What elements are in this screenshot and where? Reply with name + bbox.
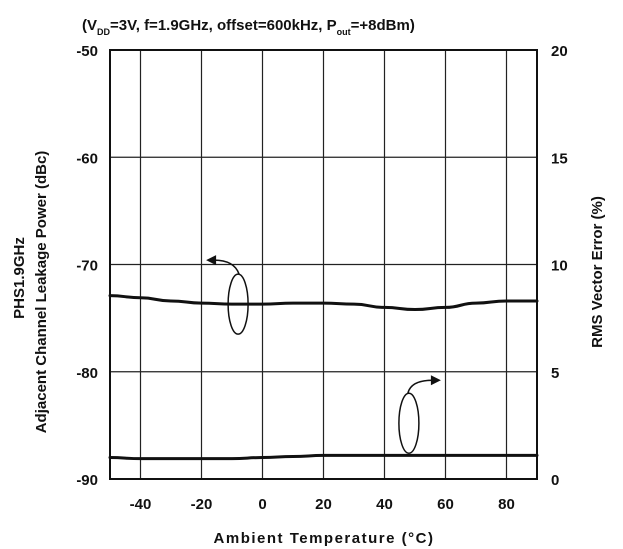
acp-axis-marker-ellipse	[227, 273, 249, 335]
annotations	[206, 255, 441, 454]
y-right-tick-label: 5	[551, 365, 559, 382]
y-left-tick-label: -60	[76, 150, 98, 167]
x-tick-label: 0	[258, 496, 266, 513]
tick-labels: -40 -20 0 20 40 60 80 -50 -60 -70 -80 -90 20 15 10 5 0	[76, 43, 567, 513]
rms-axis-arrow	[407, 379, 433, 394]
y-left-title-line2: Adjacent Channel Leakage Power (dBc)	[33, 151, 50, 434]
acp-line	[108, 294, 539, 312]
y-right-tick-label: 20	[551, 43, 568, 60]
rms-axis-arrowhead	[430, 375, 441, 386]
y-right-tick-label: 10	[551, 258, 568, 275]
rms-vector-error-line	[108, 453, 539, 461]
acp-axis-arrowhead	[206, 255, 217, 266]
y-left-tick-label: -50	[76, 43, 98, 60]
series-group	[108, 294, 539, 461]
y-right-tick-label: 15	[551, 150, 568, 167]
x-tick-label: 40	[376, 496, 393, 513]
x-tick-label: 20	[315, 496, 332, 513]
y-left-title-line1: PHS1.9GHz	[11, 237, 28, 319]
y-left-tick-label: -70	[76, 258, 98, 275]
rms-axis-marker-ellipse	[398, 392, 420, 454]
y-left-tick-label: -80	[76, 365, 98, 382]
x-axis-title: Ambient Temperature (°C)	[214, 530, 435, 547]
x-tick-label: -20	[191, 496, 213, 513]
y-right-tick-label: 0	[551, 472, 559, 489]
x-tick-label: -40	[130, 496, 152, 513]
plot-frame	[109, 49, 538, 480]
x-tick-label: 60	[437, 496, 454, 513]
conditions-title: (VDD=3V, f=1.9GHz, offset=600kHz, Pout=+…	[82, 17, 415, 37]
y-right-title: RMS Vector Error (%)	[589, 196, 606, 348]
x-tick-label: 80	[498, 496, 515, 513]
acp-axis-arrow	[214, 259, 240, 275]
grid	[110, 49, 537, 480]
y-left-tick-label: -90	[76, 472, 98, 489]
